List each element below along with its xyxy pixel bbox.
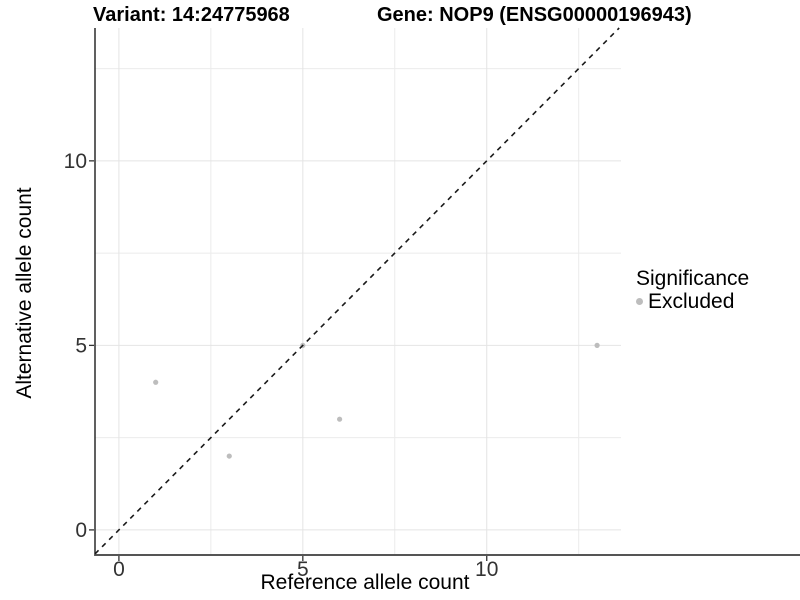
variant-title: Variant: 14:24775968: [93, 4, 290, 26]
data-point: [226, 453, 232, 459]
identity-dashed-line: [94, 27, 620, 555]
x-tick-label: 10: [475, 558, 498, 581]
legend: Significance Excluded: [636, 267, 749, 313]
y-tick-label: 0: [75, 519, 87, 542]
legend-title: Significance: [636, 267, 750, 290]
legend-item-label: Excluded: [648, 290, 735, 313]
data-point: [594, 342, 600, 348]
legend-item-excluded: Excluded: [636, 290, 749, 313]
y-tick-label: 5: [75, 334, 87, 357]
x-tick-label: 0: [113, 558, 125, 581]
x-tick-label: 5: [297, 558, 309, 581]
data-point: [153, 379, 159, 385]
gene-title: Gene: NOP9 (ENSG00000196943): [377, 4, 692, 26]
data-point: [337, 416, 343, 422]
x-axis-title: Reference allele count: [260, 571, 470, 594]
y-tick-label: 10: [64, 150, 87, 173]
y-axis-title: Alternative allele count: [13, 187, 36, 399]
excluded-point-icon: [636, 298, 643, 305]
